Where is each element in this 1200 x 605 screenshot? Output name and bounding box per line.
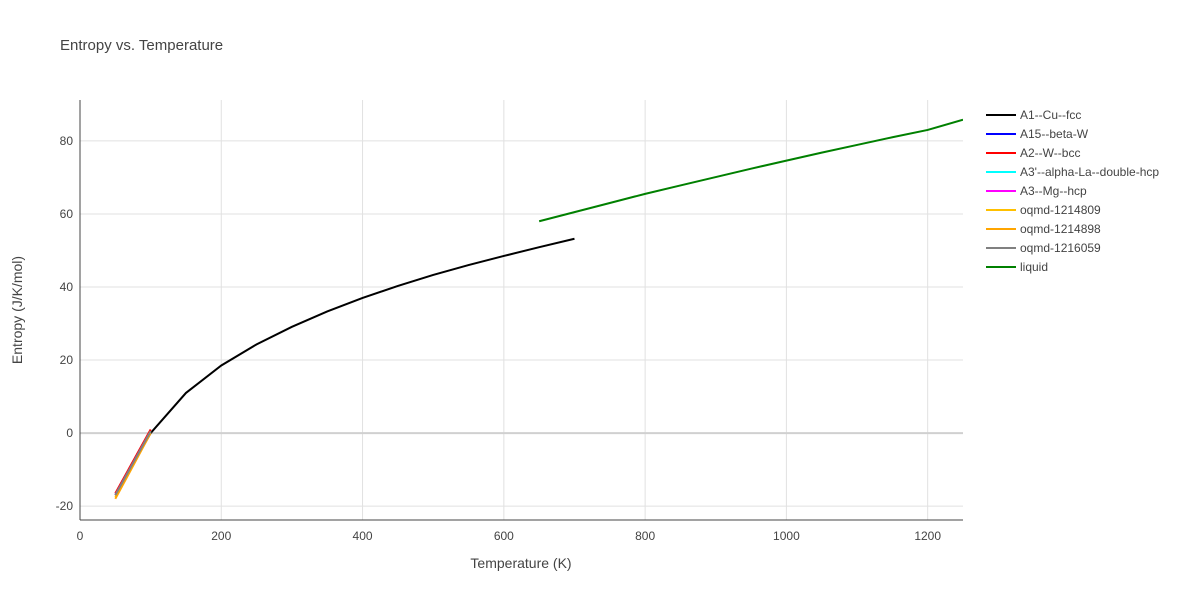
x-tick-label: 0 (77, 529, 84, 543)
x-tick-label: 1000 (773, 529, 800, 543)
y-tick-label: 20 (60, 353, 74, 367)
series-line (114, 430, 152, 496)
x-tick-label: 1200 (914, 529, 941, 543)
series-line (538, 118, 963, 223)
x-tick-label: 200 (211, 529, 231, 543)
legend-label: A3--Mg--hcp (1020, 184, 1087, 198)
x-tick-label: 600 (494, 529, 514, 543)
legend-label: A15--beta-W (1020, 127, 1089, 141)
x-tick-label: 400 (353, 529, 373, 543)
y-tick-label: 80 (60, 134, 74, 148)
legend-label: A1--Cu--fcc (1020, 108, 1081, 122)
y-axis-label: Entropy (J/K/mol) (9, 256, 25, 364)
series-line (114, 432, 152, 500)
y-tick-label: 40 (60, 280, 74, 294)
y-tick-label: 60 (60, 207, 74, 221)
legend-label: A2--W--bcc (1020, 146, 1080, 160)
legend-label: A3'--alpha-La--double-hcp (1020, 165, 1159, 179)
x-tick-label: 800 (635, 529, 655, 543)
y-tick-label: -20 (56, 499, 74, 513)
chart-title: Entropy vs. Temperature (60, 37, 223, 54)
y-tick-label: 0 (66, 426, 73, 440)
legend-label: oqmd-1216059 (1020, 241, 1101, 255)
x-axis-label: Temperature (K) (470, 555, 571, 571)
series-line (114, 237, 575, 496)
legend-label: oqmd-1214809 (1020, 203, 1101, 217)
legend-label: liquid (1020, 260, 1048, 274)
legend-label: oqmd-1214898 (1020, 222, 1101, 236)
